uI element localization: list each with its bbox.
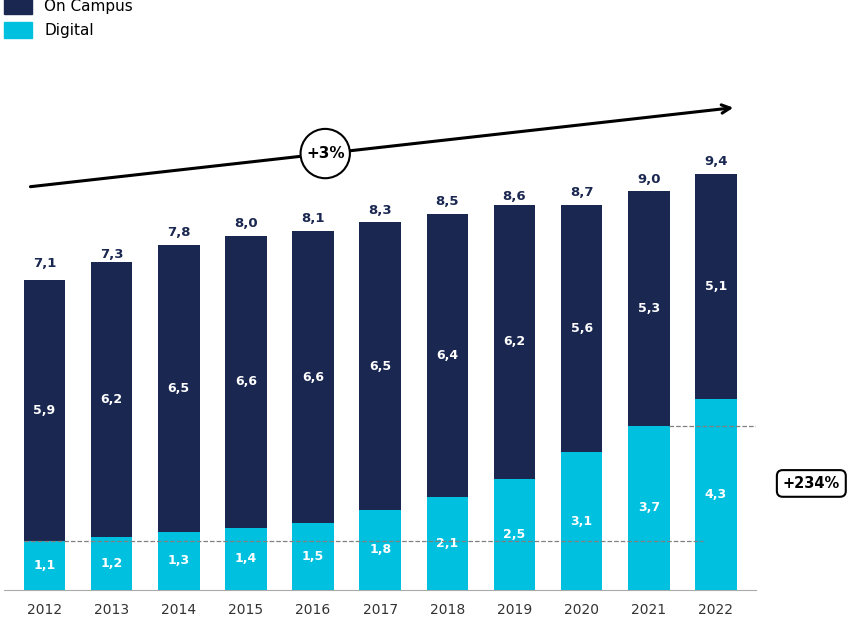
Bar xyxy=(696,399,737,589)
Text: 6,5: 6,5 xyxy=(168,382,190,395)
Bar xyxy=(91,262,132,537)
Text: 8,1: 8,1 xyxy=(302,212,325,225)
Text: 1,5: 1,5 xyxy=(302,550,324,563)
Text: 5,6: 5,6 xyxy=(570,322,593,335)
Text: 8,3: 8,3 xyxy=(368,204,392,217)
Text: 3,1: 3,1 xyxy=(570,515,593,528)
Legend: On Campus, Digital: On Campus, Digital xyxy=(4,0,133,39)
Text: 6,5: 6,5 xyxy=(369,360,391,373)
Text: 7,3: 7,3 xyxy=(100,248,124,261)
Text: 2,1: 2,1 xyxy=(436,537,459,550)
Text: 8,7: 8,7 xyxy=(570,186,594,199)
Bar xyxy=(427,497,468,589)
Bar xyxy=(427,214,468,497)
Text: 4,3: 4,3 xyxy=(705,488,727,501)
Text: 3,7: 3,7 xyxy=(638,501,660,514)
Text: 1,8: 1,8 xyxy=(369,543,391,556)
Bar xyxy=(292,231,334,524)
Text: 1,4: 1,4 xyxy=(235,552,257,565)
Text: 6,6: 6,6 xyxy=(302,371,324,384)
Text: +3%: +3% xyxy=(306,146,345,161)
Text: 8,5: 8,5 xyxy=(435,195,459,208)
Text: 7,1: 7,1 xyxy=(33,256,56,270)
Bar xyxy=(292,524,334,589)
Text: +234%: +234% xyxy=(783,476,840,491)
Text: 9,4: 9,4 xyxy=(704,155,727,168)
Bar xyxy=(226,528,267,589)
Text: 6,2: 6,2 xyxy=(100,393,123,406)
Bar xyxy=(628,426,670,589)
Bar xyxy=(493,205,536,479)
Text: 9,0: 9,0 xyxy=(637,173,661,186)
Text: 1,1: 1,1 xyxy=(34,559,55,572)
Bar xyxy=(359,222,401,510)
Bar xyxy=(226,236,267,528)
Text: 5,1: 5,1 xyxy=(705,280,727,293)
Bar xyxy=(158,532,200,589)
Bar xyxy=(561,453,602,589)
Text: 6,4: 6,4 xyxy=(436,348,459,361)
Text: 8,0: 8,0 xyxy=(234,217,257,230)
Bar xyxy=(696,174,737,399)
Text: 2,5: 2,5 xyxy=(504,528,525,541)
Text: 1,2: 1,2 xyxy=(100,556,123,569)
Bar xyxy=(493,479,536,589)
Bar xyxy=(158,245,200,532)
Text: 6,6: 6,6 xyxy=(235,375,257,388)
Bar xyxy=(91,537,132,589)
Text: 6,2: 6,2 xyxy=(504,335,525,348)
Text: 5,3: 5,3 xyxy=(638,302,660,315)
Bar xyxy=(23,280,66,541)
Text: 5,9: 5,9 xyxy=(34,404,55,417)
Text: 1,3: 1,3 xyxy=(168,555,190,568)
Text: 8,6: 8,6 xyxy=(503,191,526,203)
Bar xyxy=(359,510,401,589)
Bar xyxy=(23,541,66,589)
Text: 7,8: 7,8 xyxy=(167,226,190,238)
Bar xyxy=(628,191,670,426)
Bar xyxy=(561,205,602,453)
